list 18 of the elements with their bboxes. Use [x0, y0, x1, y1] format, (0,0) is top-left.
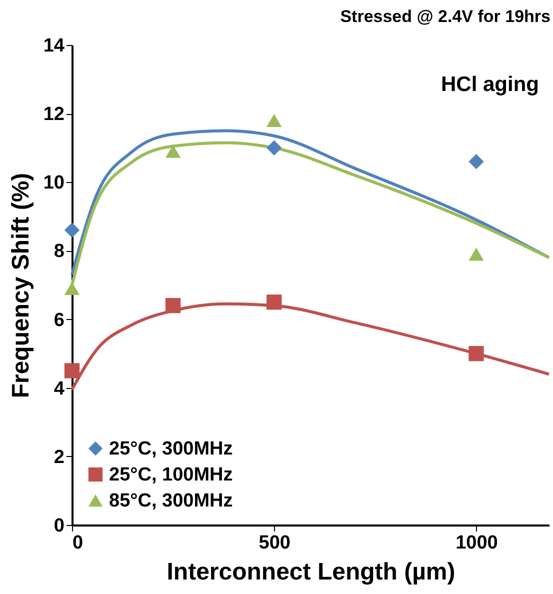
y-tick-label: 2 [54, 446, 64, 468]
y-tick-label: 10 [43, 172, 64, 194]
chart-title: Stressed @ 2.4V for 19hrs [340, 7, 550, 26]
legend-label: 25°C, 300MHz [109, 438, 233, 460]
annotation: HCl aging [441, 73, 539, 96]
y-tick-label: 12 [43, 104, 64, 126]
y-tick-label: 4 [54, 378, 65, 400]
y-axis-title: Frequency Shift (%) [7, 172, 34, 398]
y-tick-label: 6 [54, 310, 64, 331]
legend-label: 25°C, 100MHz [109, 464, 233, 486]
legend-label: 85°C, 300MHz [109, 490, 233, 512]
y-tick-label: 8 [54, 241, 64, 262]
x-axis-title: Interconnect Length (µm) [166, 558, 456, 586]
y-tick-label: 14 [43, 36, 65, 56]
x-tick-label: 1000 [456, 532, 498, 554]
y-tick-label: 0 [54, 516, 64, 536]
x-tick-label: 500 [258, 532, 290, 554]
x-tick-label: 0 [72, 532, 84, 554]
